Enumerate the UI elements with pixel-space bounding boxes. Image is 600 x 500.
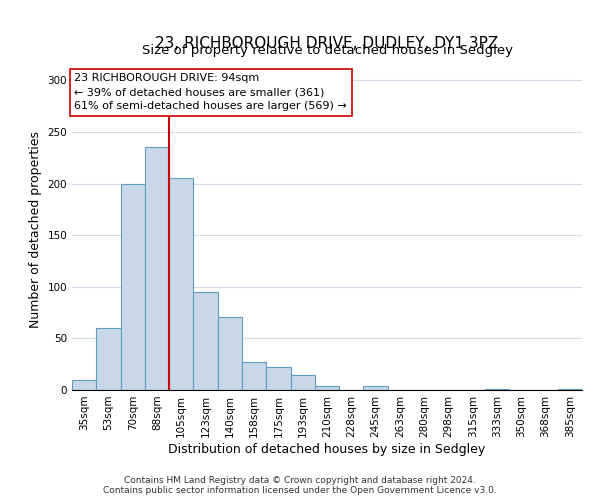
Bar: [169, 178, 193, 390]
Text: 23 RICHBOROUGH DRIVE: 94sqm
← 39% of detached houses are smaller (361)
61% of se: 23 RICHBOROUGH DRIVE: 94sqm ← 39% of det…: [74, 73, 347, 111]
Text: Contains HM Land Registry data © Crown copyright and database right 2024.
Contai: Contains HM Land Registry data © Crown c…: [103, 476, 497, 495]
Bar: [364, 386, 388, 390]
Bar: [290, 374, 315, 390]
Bar: [121, 184, 145, 390]
X-axis label: Distribution of detached houses by size in Sedgley: Distribution of detached houses by size …: [169, 442, 485, 456]
Bar: [485, 389, 509, 390]
Bar: [193, 292, 218, 390]
Bar: [242, 362, 266, 390]
Bar: [266, 368, 290, 390]
Bar: [218, 316, 242, 390]
Bar: [558, 389, 582, 390]
Text: Size of property relative to detached houses in Sedgley: Size of property relative to detached ho…: [142, 44, 512, 57]
Bar: [96, 328, 121, 390]
Bar: [315, 386, 339, 390]
Bar: [145, 148, 169, 390]
Y-axis label: Number of detached properties: Number of detached properties: [29, 132, 42, 328]
Bar: [72, 380, 96, 390]
Title: 23, RICHBOROUGH DRIVE, DUDLEY, DY1 3PZ: 23, RICHBOROUGH DRIVE, DUDLEY, DY1 3PZ: [155, 36, 499, 51]
